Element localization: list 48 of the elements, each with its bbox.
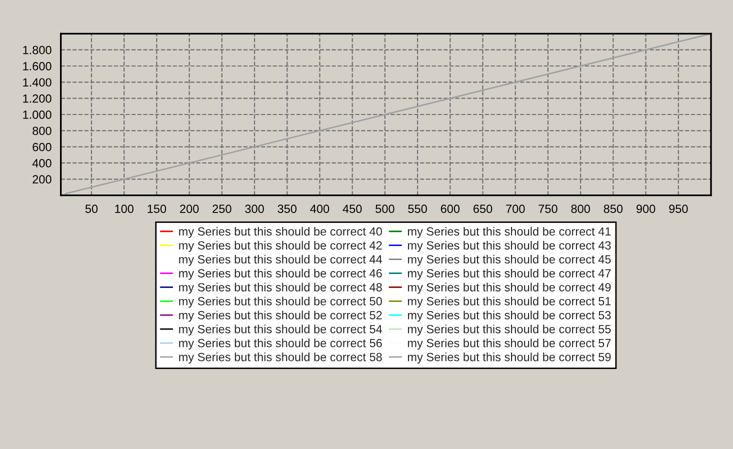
x-tick-label: 350 bbox=[278, 204, 297, 214]
y-tick-label: 800 bbox=[32, 126, 52, 136]
legend-label: my Series but this should be correct 49 bbox=[408, 282, 611, 294]
x-tick-label: 700 bbox=[506, 204, 525, 214]
legend-label: my Series but this should be correct 51 bbox=[408, 296, 611, 308]
x-tick-label: 600 bbox=[440, 204, 460, 214]
x-tick-label: 650 bbox=[474, 204, 492, 214]
x-tick-label: 150 bbox=[148, 204, 166, 214]
x-tick-label: 400 bbox=[310, 204, 330, 214]
x-tick-label: 200 bbox=[180, 204, 199, 214]
legend-label: my Series but this should be correct 41 bbox=[408, 226, 611, 238]
legend-label: my Series but this should be correct 55 bbox=[408, 324, 611, 336]
y-tick-label: 1.000 bbox=[23, 110, 52, 119]
legend-label: my Series but this should be correct 43 bbox=[408, 240, 611, 252]
legend-label: my Series but this should be correct 58 bbox=[179, 352, 382, 364]
legend-label: my Series but this should be correct 59 bbox=[408, 352, 611, 364]
x-tick-label: 750 bbox=[538, 204, 558, 214]
y-tick-label: 200 bbox=[32, 175, 52, 184]
x-tick-label: 850 bbox=[604, 204, 623, 214]
legend-label: my Series but this should be correct 54 bbox=[179, 324, 382, 336]
x-tick-label: 900 bbox=[636, 204, 656, 214]
y-tick-label: 1.400 bbox=[23, 78, 52, 87]
text: my Series but this should be correct 44 bbox=[179, 254, 382, 266]
x-tick-label: 550 bbox=[408, 204, 427, 214]
x-tick-label: 250 bbox=[212, 204, 232, 214]
legend-label: my Series but this should be correct 47 bbox=[408, 268, 611, 280]
legend-label: my Series but this should be correct 45 bbox=[408, 254, 611, 266]
y-tick-label: 1.600 bbox=[23, 62, 52, 70]
legend-label: my Series but this should be correct 48 bbox=[179, 282, 382, 294]
y-tick-label: 400 bbox=[32, 159, 52, 168]
legend-label: my Series but this should be correct 46 bbox=[179, 268, 382, 280]
legend-label: my Series but this should be correct 52 bbox=[179, 310, 382, 322]
x-tick-label: 100 bbox=[115, 204, 134, 214]
legend-label: my Series but this should be correct 53 bbox=[408, 310, 611, 322]
y-tick-label: 1.200 bbox=[23, 94, 52, 103]
legend-label: my Series but this should be correct 56 bbox=[179, 338, 382, 350]
x-tick-label: 450 bbox=[342, 204, 362, 214]
legend-label: my Series but this should be correct 42 bbox=[179, 240, 382, 252]
legend-label: my Series but this should be correct 50 bbox=[179, 296, 382, 308]
y-tick-label: 600 bbox=[32, 142, 52, 152]
x-tick-label: 500 bbox=[376, 204, 394, 214]
x-tick-label: 300 bbox=[245, 204, 264, 214]
legend-label: my Series but this should be correct 57 bbox=[408, 338, 611, 350]
x-tick-label: 50 bbox=[85, 204, 98, 214]
x-tick-label: 950 bbox=[669, 204, 688, 214]
legend-label: my Series but this should be correct 40 bbox=[179, 226, 382, 238]
y-tick-label: 1.800 bbox=[23, 46, 52, 54]
x-tick-label: 800 bbox=[571, 204, 590, 214]
